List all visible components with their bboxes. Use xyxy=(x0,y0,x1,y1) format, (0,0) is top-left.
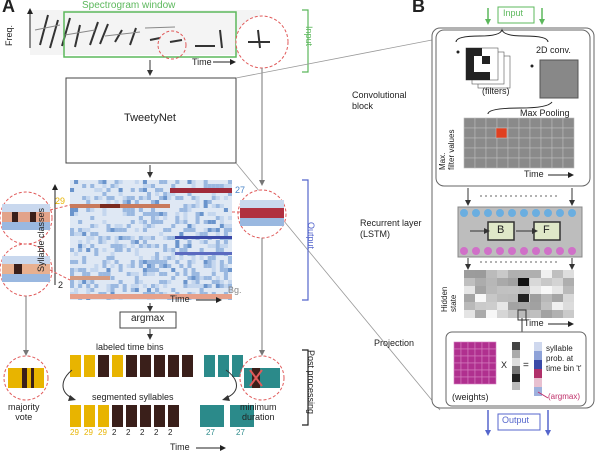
minimum-duration-label: minimum duration xyxy=(240,402,277,422)
zoom-circle-left-bottom xyxy=(0,243,53,297)
equals-sign: = xyxy=(523,360,529,371)
minimum-duration-circle xyxy=(239,355,285,401)
lstm-b-label: B xyxy=(497,224,505,236)
max-filter-values-label: Max. filter values xyxy=(438,129,456,170)
input-label-b: Input xyxy=(503,8,524,18)
hidden-vector xyxy=(512,342,520,390)
panel-a-letter: A xyxy=(2,0,15,16)
segmented-syllables xyxy=(70,405,254,427)
filter-stack xyxy=(465,47,511,89)
max-pooling-grid xyxy=(463,117,575,169)
output-label-a: Output xyxy=(306,222,316,250)
segment-label: 2 xyxy=(126,428,131,437)
argmax-label: argmax xyxy=(131,313,165,324)
input-label-a: Input xyxy=(304,26,314,47)
class-label-27: 27 xyxy=(235,185,246,195)
tweetynet-box xyxy=(65,77,237,164)
time-label-hidden: Time xyxy=(524,318,544,328)
zoom-circle-right xyxy=(237,189,287,239)
majority-vote-circle xyxy=(3,355,49,401)
filters-label: (filters) xyxy=(482,86,510,96)
segment-label: 27 xyxy=(236,428,245,437)
class-label-29: 29 xyxy=(55,196,66,206)
panel-b-letter: B xyxy=(412,0,425,16)
class-label-bg: Bg. xyxy=(228,285,242,295)
post-processing-label: Post processing xyxy=(306,350,316,415)
class-label-2: 2 xyxy=(58,280,64,290)
spectrogram-window-box xyxy=(63,11,237,58)
tweetynet-label: TweetyNet xyxy=(124,112,176,124)
segment-label: 27 xyxy=(206,428,215,437)
lstm-f-label: F xyxy=(543,224,550,236)
segmented-syllables-label: segmented syllables xyxy=(92,392,174,402)
labeled-time-bins-label: labeled time bins xyxy=(96,342,164,352)
weights-label: (weights) xyxy=(452,392,489,402)
segment-label: 2 xyxy=(140,428,145,437)
recurrent-layer-label: Recurrent layer (LSTM) xyxy=(360,218,422,239)
output-label-b: Output xyxy=(502,415,530,425)
spectrogram-window-label: Spectrogram window xyxy=(82,0,176,11)
times-sign: X xyxy=(501,360,508,370)
time-label-conv: Time xyxy=(524,169,544,179)
conv2d-label: 2D conv. xyxy=(536,45,571,55)
segment-label: 2 xyxy=(112,428,117,437)
majority-vote-label: majority vote xyxy=(8,402,40,422)
time-label-bottom: Time xyxy=(170,442,190,452)
hidden-state-label: Hidden state xyxy=(440,286,458,312)
segment-label: 29 xyxy=(84,428,93,437)
probability-vector xyxy=(534,342,542,396)
argmax-box xyxy=(119,311,177,329)
segment-label: 2 xyxy=(168,428,173,437)
projection-label: Projection xyxy=(374,338,415,348)
syllable-prob-label: syllable prob. at time bin 't' xyxy=(546,344,582,373)
labeled-time-bins xyxy=(70,355,243,377)
freq-axis-label: Freq. xyxy=(4,24,14,46)
syllable-classes-label: Syllable classes xyxy=(36,207,46,272)
time-label-heatmap: Time xyxy=(170,294,190,304)
conv-output-square xyxy=(539,59,579,99)
time-label-top: Time xyxy=(192,57,212,67)
argmax-label-b: (argmax) xyxy=(548,392,581,401)
weights-matrix xyxy=(453,341,497,385)
hidden-state-grid xyxy=(464,270,574,318)
syllable-class-heatmap xyxy=(70,180,232,300)
segment-label: 2 xyxy=(154,428,159,437)
max-pooling-label: Max Pooling xyxy=(520,108,570,118)
segment-label: 29 xyxy=(70,428,79,437)
segment-label: 29 xyxy=(98,428,107,437)
conv-block-label: Convolutional block xyxy=(352,90,407,111)
spectrogram xyxy=(30,10,260,55)
